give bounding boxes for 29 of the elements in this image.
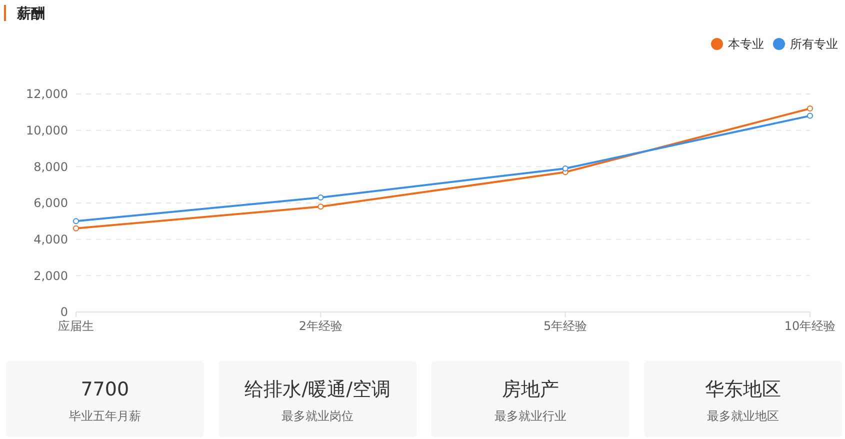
text: 给排水/暖通/空调: [244, 378, 391, 401]
point: [318, 194, 324, 201]
x-tick-label: 应届生: [58, 319, 94, 334]
y-tick-label: 10,000: [26, 124, 68, 138]
text: 最多就业岗位: [282, 409, 354, 424]
text: 最多就业地区: [707, 409, 780, 424]
point: [318, 204, 324, 210]
y-tick-label: 8,000: [34, 160, 68, 174]
point: [562, 165, 568, 172]
x-tick-label: 5年经验: [544, 319, 588, 334]
text: 华东地区: [705, 378, 782, 401]
chart-title: 薪酬: [16, 6, 45, 22]
text: 最多就业行业: [494, 409, 566, 424]
y-tick-label: 6,000: [34, 196, 68, 210]
point: [73, 225, 79, 232]
text: 房地产: [502, 378, 559, 401]
y-tick-label: 0: [60, 305, 68, 320]
point: [807, 112, 813, 119]
x-tick-label: 10年经验: [784, 319, 836, 334]
x-tick-label: 2年经验: [298, 319, 342, 334]
y-tick-label: 12,000: [26, 87, 68, 102]
text: 毕业五年月薪: [68, 409, 141, 424]
legend-label: 本专业: [728, 37, 764, 52]
legend-label: 所有专业: [790, 37, 838, 52]
y-tick-label: 2,000: [34, 268, 68, 283]
y-tick-label: 4,000: [34, 232, 68, 247]
point: [73, 218, 79, 224]
point: [807, 106, 813, 112]
text: 7700: [80, 378, 130, 401]
